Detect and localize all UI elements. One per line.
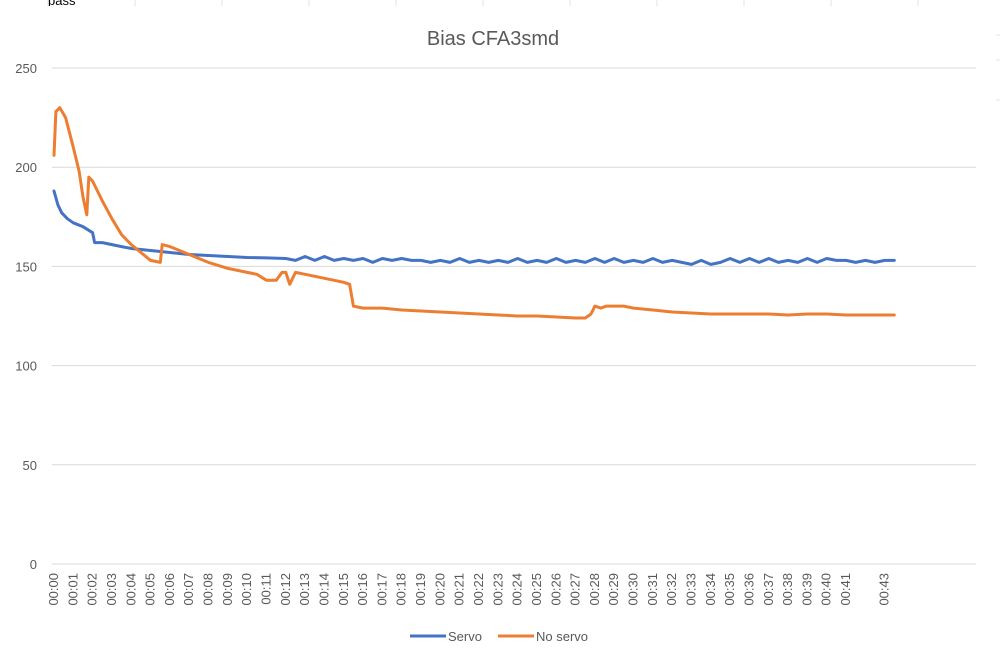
x-tick-label: 00:18 — [394, 573, 409, 606]
y-tick-label: 0 — [30, 557, 37, 572]
x-tick-label: 00:30 — [626, 573, 641, 606]
x-tick-label: 00:17 — [374, 573, 389, 606]
x-tick-label: 00:28 — [587, 573, 602, 606]
x-tick-label: 00:27 — [568, 573, 583, 606]
y-tick-label: 150 — [15, 259, 37, 274]
gridlines — [52, 67, 976, 565]
series-line-servo[interactable] — [52, 189, 896, 266]
x-tick-label: 00:03 — [104, 573, 119, 606]
x-tick-label: 00:33 — [684, 573, 699, 606]
x-tick-label: 00:43 — [877, 573, 892, 606]
y-tick-label: 50 — [23, 458, 37, 473]
y-tick-label: 200 — [15, 160, 37, 175]
series-line-no-servo[interactable] — [52, 106, 896, 320]
x-tick-label: 00:00 — [46, 573, 61, 606]
x-tick-label: 00:02 — [85, 573, 100, 606]
series-layer — [52, 106, 896, 320]
chart-title: Bias CFA3smd — [427, 28, 559, 50]
x-tick-label: 00:05 — [143, 573, 158, 606]
y-tick-label: 250 — [15, 61, 37, 76]
x-tick-label: 00:34 — [703, 573, 718, 606]
x-tick-label: 00:09 — [220, 573, 235, 606]
x-tick-label: 00:14 — [316, 573, 331, 606]
x-tick-label: 00:04 — [123, 573, 138, 606]
x-tick-label: 00:37 — [761, 573, 776, 606]
x-tick-label: 00:23 — [490, 573, 505, 606]
x-tick-label: 00:39 — [799, 573, 814, 606]
x-tick-label: 00:10 — [239, 573, 254, 606]
y-axis-ticks: 0 50 100 150 200 250 — [15, 61, 37, 572]
x-tick-label: 00:07 — [181, 573, 196, 606]
x-tick-label: 00:32 — [664, 573, 679, 606]
x-tick-label: 00:13 — [297, 573, 312, 606]
x-tick-label: 00:40 — [819, 573, 834, 606]
x-tick-label: 00:06 — [162, 573, 177, 606]
x-tick-label: 00:29 — [606, 573, 621, 606]
x-tick-label: 00:08 — [201, 573, 216, 606]
cell-text-fragment: pass — [48, 0, 76, 8]
x-tick-label: 00:35 — [722, 573, 737, 606]
x-axis-ticks: 00:00 00:01 00:02 00:03 00:04 00:05 00:06 00:07… — [46, 573, 892, 606]
x-tick-label: 00:12 — [278, 573, 293, 606]
chart-area — [6, 6, 996, 646]
legend-label: Servo — [448, 629, 482, 644]
x-tick-label: 00:16 — [355, 573, 370, 606]
x-tick-label: 00:19 — [413, 573, 428, 606]
x-tick-label: 00:24 — [510, 573, 525, 606]
y-tick-label: 100 — [15, 359, 37, 374]
x-tick-label: 00:41 — [838, 573, 853, 606]
legend: Servo No servo — [410, 629, 588, 644]
x-tick-label: 00:21 — [452, 573, 467, 606]
x-tick-label: 00:22 — [471, 573, 486, 606]
x-tick-label: 00:38 — [780, 573, 795, 606]
x-tick-label: 00:36 — [741, 573, 756, 606]
x-tick-label: 00:31 — [645, 573, 660, 606]
x-tick-label: 00:11 — [259, 573, 274, 605]
x-tick-label: 00:20 — [432, 573, 447, 606]
x-tick-label: 00:26 — [548, 573, 563, 606]
x-tick-label: 00:01 — [65, 573, 80, 606]
legend-label: No servo — [536, 629, 588, 644]
x-tick-label: 00:15 — [336, 573, 351, 606]
x-tick-label: 00:25 — [529, 573, 544, 606]
